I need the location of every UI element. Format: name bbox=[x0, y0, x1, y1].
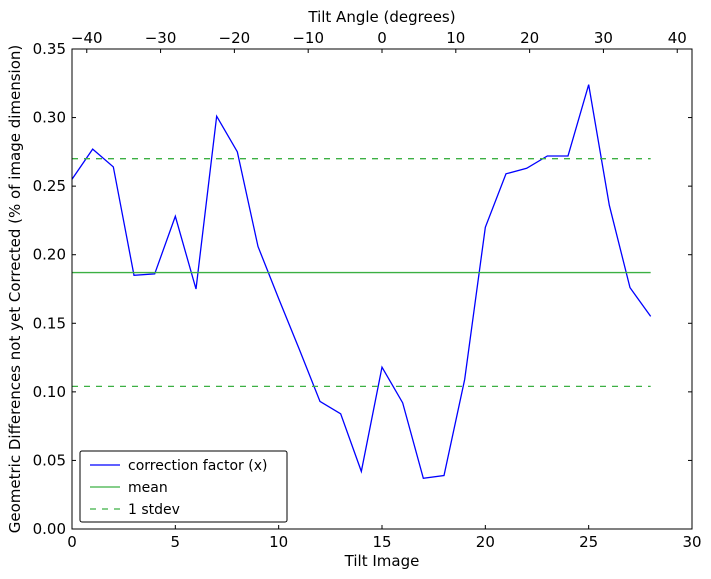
legend-box bbox=[79, 450, 288, 523]
x-tick-label: 25 bbox=[579, 533, 598, 551]
y-tick-label: 0.20 bbox=[33, 246, 66, 264]
y-tick-label: 0.05 bbox=[33, 451, 66, 469]
plot-background bbox=[72, 49, 692, 529]
legend: correction factor (x) mean 1 stdev bbox=[79, 450, 288, 523]
x-tick-label: 10 bbox=[269, 533, 288, 551]
y-tick-label: 0.10 bbox=[33, 383, 66, 401]
x-axis-label: Tilt Image bbox=[344, 552, 420, 570]
x-tick-label: 0 bbox=[67, 533, 77, 551]
top-x-tick-label: −30 bbox=[145, 29, 177, 47]
top-x-tick-label: 40 bbox=[668, 29, 687, 47]
x-tick-label: 15 bbox=[372, 533, 391, 551]
legend-label-0: correction factor (x) bbox=[128, 458, 267, 474]
y-tick-label: 0.00 bbox=[33, 520, 66, 538]
y-tick-label: 0.35 bbox=[33, 40, 66, 58]
legend-label-1: mean bbox=[128, 480, 168, 496]
y-tick-label: 0.15 bbox=[33, 314, 66, 332]
series-layer bbox=[71, 84, 652, 479]
plot-area bbox=[72, 49, 692, 529]
top-x-tick-label: 30 bbox=[594, 29, 613, 47]
legend-label-2: 1 stdev bbox=[128, 502, 180, 518]
y-tick-label: 0.30 bbox=[33, 109, 66, 127]
top-x-tick-label: −20 bbox=[219, 29, 251, 47]
y-tick-label: 0.25 bbox=[33, 177, 66, 195]
top-x-tick-label: −40 bbox=[71, 29, 103, 47]
top-x-tick-label: −10 bbox=[292, 29, 324, 47]
x-tick-label: 20 bbox=[476, 533, 495, 551]
x-tick-label: 30 bbox=[682, 533, 701, 551]
top-x-tick-label: 0 bbox=[377, 29, 387, 47]
top-x-tick-label: 10 bbox=[446, 29, 465, 47]
top-x-tick-label: 20 bbox=[520, 29, 539, 47]
series-line-0 bbox=[71, 84, 652, 479]
top-x-axis-label: Tilt Angle (degrees) bbox=[307, 8, 455, 26]
y-axis-label: Geometric Differences not yet Corrected … bbox=[6, 45, 24, 534]
axes-layer: 0 5 10 15 20 25 30 −40 −30 −20 −10 0 10 20 30 40 0.00 0.0… bbox=[33, 29, 702, 551]
x-tick-label: 5 bbox=[171, 533, 181, 551]
